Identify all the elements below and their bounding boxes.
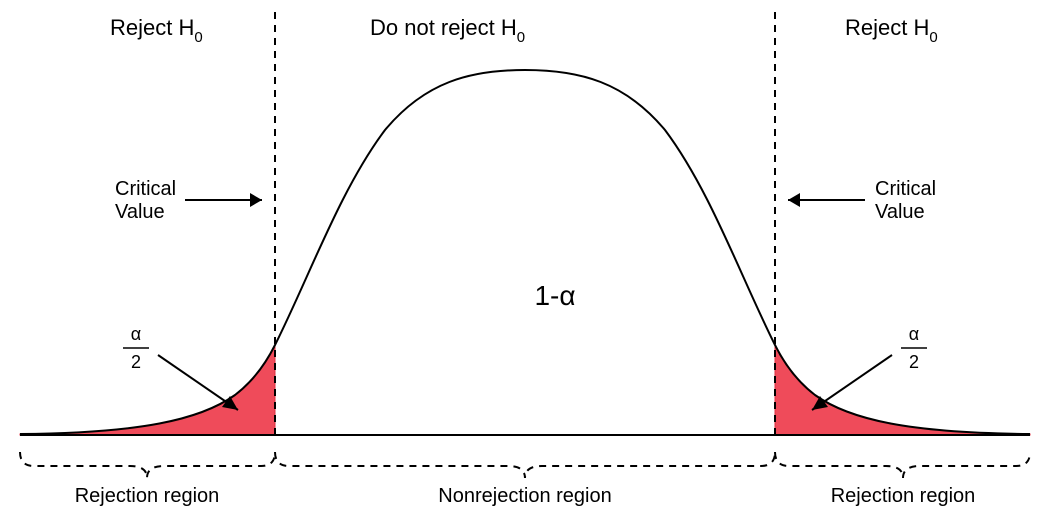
brace-right (775, 452, 1030, 478)
label-region-left: Rejection region (75, 485, 220, 507)
arrow-alpha-right (812, 355, 892, 410)
label-critical-left-1: Critical (115, 178, 176, 200)
arrow-critical-right (788, 193, 865, 207)
hypothesis-test-diagram: Reject H0 Do not reject H0 Reject H0 Cri… (0, 0, 1050, 520)
brace-center (275, 452, 775, 478)
brace-left (20, 452, 275, 478)
label-critical-right-1: Critical (875, 178, 936, 200)
svg-text:2: 2 (909, 352, 919, 372)
bell-curve (20, 70, 1030, 434)
arrow-alpha-left (158, 355, 238, 410)
label-reject-left: Reject H0 (110, 15, 203, 46)
label-reject-right: Reject H0 (845, 15, 938, 46)
label-one-minus-alpha: 1-α (534, 280, 575, 311)
right-tail-fill (775, 345, 1030, 435)
svg-text:2: 2 (131, 352, 141, 372)
label-critical-left-2: Value (115, 201, 165, 223)
label-critical-right-2: Value (875, 201, 925, 223)
svg-text:α: α (131, 324, 141, 344)
arrow-critical-left (185, 193, 262, 207)
label-alpha-half-right: α 2 (901, 324, 927, 372)
label-region-center: Nonrejection region (438, 485, 611, 507)
label-do-not-reject: Do not reject H0 (370, 15, 525, 46)
left-tail-fill (20, 345, 275, 435)
svg-text:α: α (909, 324, 919, 344)
label-alpha-half-left: α 2 (123, 324, 149, 372)
label-region-right: Rejection region (831, 485, 976, 507)
